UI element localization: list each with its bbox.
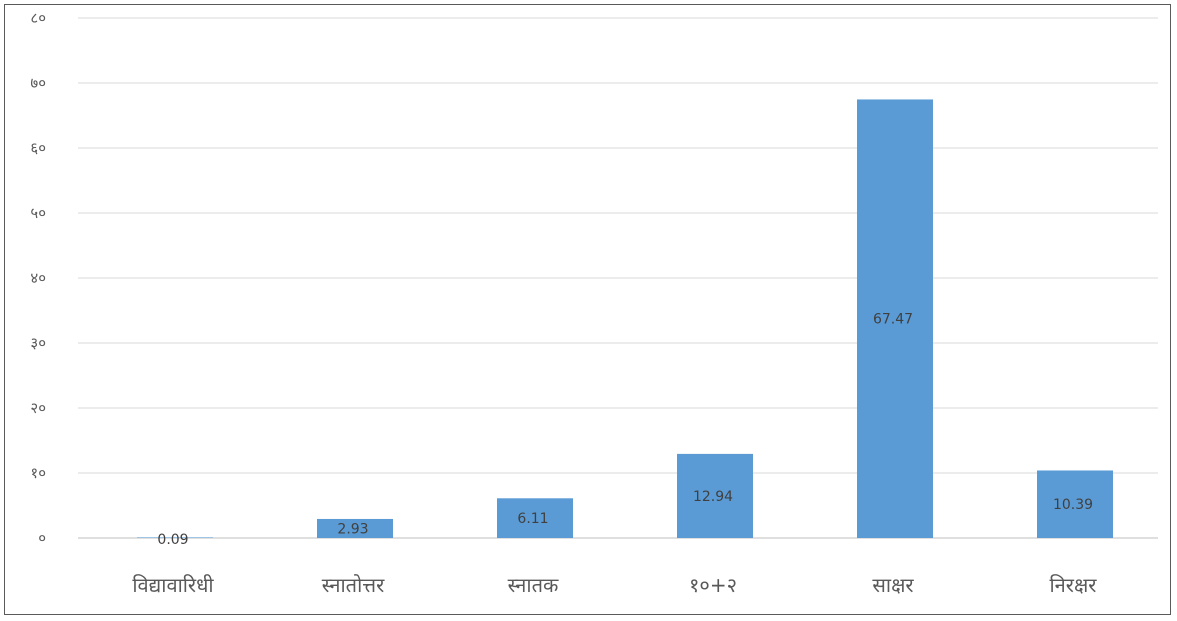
chart-frame [4, 4, 1171, 615]
x-tick-label: स्नातोत्तर [322, 573, 385, 597]
x-tick-label: निरक्षर [1050, 573, 1098, 597]
data-label: 2.93 [337, 521, 368, 537]
bar [857, 99, 933, 538]
bar [317, 518, 393, 538]
bar [677, 453, 753, 538]
data-label: 67.47 [873, 312, 913, 328]
y-tick-label: ५० [30, 204, 46, 222]
bar [1037, 470, 1113, 538]
x-tick-label: १०+२ [689, 573, 737, 597]
y-tick-label: २० [30, 399, 46, 417]
y-tick-label: ३० [30, 334, 46, 352]
x-tick-label: साक्षर [872, 573, 914, 597]
data-label: 0.09 [157, 532, 188, 548]
bar [497, 498, 573, 538]
y-tick-label: ० [38, 529, 46, 547]
y-tick-label: ६० [30, 139, 46, 157]
data-label: 6.11 [517, 511, 548, 527]
bar [137, 537, 213, 538]
y-tick-label: ७० [30, 74, 46, 92]
y-tick-label: १० [30, 464, 46, 482]
data-label: 12.94 [693, 489, 733, 505]
y-tick-label: ४० [30, 269, 46, 287]
x-tick-label: विद्यावारिधी [132, 573, 214, 597]
data-label: 10.39 [1053, 497, 1093, 513]
x-tick-label: स्नातक [508, 573, 559, 597]
y-tick-label: ८० [30, 9, 46, 27]
